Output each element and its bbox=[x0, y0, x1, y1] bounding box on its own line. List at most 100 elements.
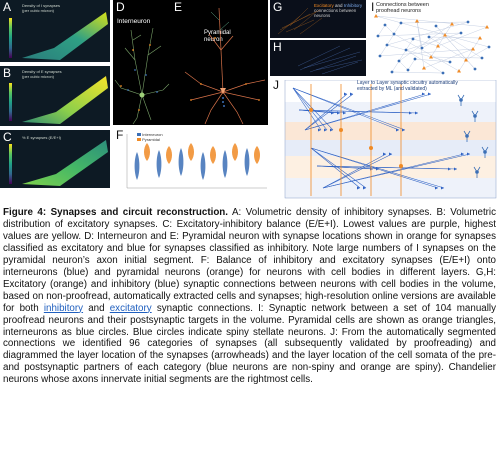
spiny-soma bbox=[399, 164, 403, 168]
panel-i-title: Connections between proofread neurons bbox=[376, 2, 429, 14]
interneuron-node bbox=[441, 71, 445, 75]
network-edge bbox=[386, 44, 451, 63]
panel-j: J Layer to Layer synaptic circuitry auto… bbox=[271, 80, 498, 200]
panel-g-label: G bbox=[273, 0, 283, 14]
violin-shape bbox=[156, 150, 162, 178]
interneuron-node bbox=[385, 43, 389, 47]
violin-shape bbox=[222, 150, 228, 178]
inhibitory-link[interactable]: inhibitory bbox=[43, 302, 84, 314]
network-edge bbox=[412, 38, 439, 47]
panel-c-colorbar bbox=[9, 144, 12, 184]
pyramidal-morphology bbox=[184, 7, 266, 125]
panel-a-volume bbox=[22, 12, 108, 60]
j-connection bbox=[292, 87, 334, 131]
network-edge bbox=[393, 33, 460, 72]
panel-b-label: B bbox=[3, 66, 12, 80]
interneuron-node bbox=[473, 67, 477, 71]
synapse-arrowhead bbox=[383, 152, 386, 156]
interneuron-node bbox=[378, 54, 382, 58]
i-network bbox=[374, 14, 491, 75]
violin-shape bbox=[134, 152, 140, 180]
network-edge bbox=[414, 58, 451, 63]
j-layer-diagram bbox=[284, 80, 497, 199]
caption-part-2: synaptic connections. I: Synaptic networ… bbox=[3, 302, 496, 386]
synapse-arrowhead bbox=[389, 152, 392, 156]
legend-interneuron: Interneuron bbox=[142, 132, 163, 137]
violin-shape bbox=[166, 146, 172, 164]
j-connection bbox=[298, 109, 419, 114]
violin-shape bbox=[210, 146, 216, 164]
violin-shape bbox=[178, 148, 184, 176]
pyramidal-node bbox=[478, 36, 482, 40]
j-connection bbox=[322, 153, 387, 189]
synapse-arrowhead bbox=[318, 128, 321, 132]
synapse-arrowhead bbox=[454, 167, 457, 171]
interneuron-node bbox=[399, 21, 403, 25]
j-connection bbox=[304, 93, 432, 131]
violin-shape bbox=[144, 143, 150, 161]
panel-e-label: E bbox=[174, 0, 183, 14]
caption-part-1: A: Volumetric density of inhibitory syna… bbox=[3, 207, 496, 314]
network-edge bbox=[430, 23, 453, 58]
network-edge bbox=[407, 58, 416, 71]
network-edge bbox=[437, 26, 488, 47]
interneuron-node bbox=[397, 59, 401, 63]
figure-caption: Figure 4: Synapses and circuit reconstru… bbox=[3, 207, 496, 386]
nonspiny-soma bbox=[473, 114, 477, 118]
panel-b-volume bbox=[22, 76, 108, 124]
synapse-arrowhead bbox=[357, 186, 360, 190]
h-connection-cloud bbox=[297, 45, 363, 75]
network-edge bbox=[379, 22, 402, 57]
panel-e-pyramidal: E Pyramidal neuron bbox=[171, 0, 268, 125]
network-edge bbox=[391, 71, 444, 74]
panel-b: B Density of E synapses (per cubic micro… bbox=[0, 66, 110, 126]
interneuron-morphology bbox=[114, 27, 170, 125]
network-edge bbox=[435, 25, 476, 70]
panel-a-label: A bbox=[3, 0, 12, 14]
g-subtitle: connections between neurons bbox=[314, 8, 357, 18]
nonspiny-soma bbox=[475, 170, 479, 174]
panel-d-interneuron: D Interneuron bbox=[113, 0, 171, 125]
caption-and: and bbox=[83, 302, 110, 314]
pyramidal-node bbox=[429, 55, 433, 59]
network-edge bbox=[377, 32, 462, 37]
panel-a: A Density of I synapses (per cubic micro… bbox=[0, 0, 110, 62]
violin-shape bbox=[200, 152, 206, 180]
violin-shape bbox=[232, 143, 238, 161]
network-edge bbox=[421, 34, 446, 49]
synapse-arrowhead bbox=[428, 92, 431, 96]
pyramidal-node bbox=[464, 58, 468, 62]
pyramidal-node bbox=[374, 14, 378, 18]
excitatory-link[interactable]: excitatory bbox=[109, 302, 152, 314]
panel-h: H bbox=[270, 40, 366, 76]
synapse-arrowhead bbox=[343, 111, 346, 115]
j-connection bbox=[298, 109, 347, 114]
j-connection bbox=[310, 147, 367, 189]
pyramidal-node bbox=[471, 47, 475, 51]
interneuron-node bbox=[427, 35, 431, 39]
network-edge bbox=[444, 34, 483, 59]
j-connection bbox=[316, 165, 380, 170]
interneuron-node bbox=[420, 46, 424, 50]
network-edge bbox=[428, 36, 467, 61]
network-edge bbox=[384, 24, 395, 35]
panel-b-colorbar bbox=[9, 83, 12, 121]
pyramidal-node bbox=[450, 22, 454, 26]
interneuron-node bbox=[390, 70, 394, 74]
interneuron-node bbox=[480, 56, 484, 60]
violin-shape bbox=[188, 143, 194, 161]
network-edge bbox=[375, 15, 490, 48]
panel-f-legend: Interneuron Pyramidal bbox=[137, 132, 163, 142]
synapse-arrowhead bbox=[363, 186, 366, 190]
interneuron-node bbox=[487, 45, 491, 49]
pyramidal-node bbox=[457, 69, 461, 73]
violin-shape bbox=[254, 146, 260, 164]
g-title-excitatory: Excitatory bbox=[314, 3, 334, 8]
panel-c: C % E synapses (E/E+I) bbox=[0, 130, 110, 188]
panel-c-volume bbox=[22, 140, 108, 186]
g-title-and: and bbox=[335, 3, 343, 8]
panel-a-title: Density of I synapses bbox=[22, 3, 61, 8]
pyramidal-node bbox=[415, 19, 419, 23]
synapse-arrowhead bbox=[415, 111, 418, 115]
panel-g: G Excitatory and Inhibitory connections … bbox=[270, 0, 366, 38]
